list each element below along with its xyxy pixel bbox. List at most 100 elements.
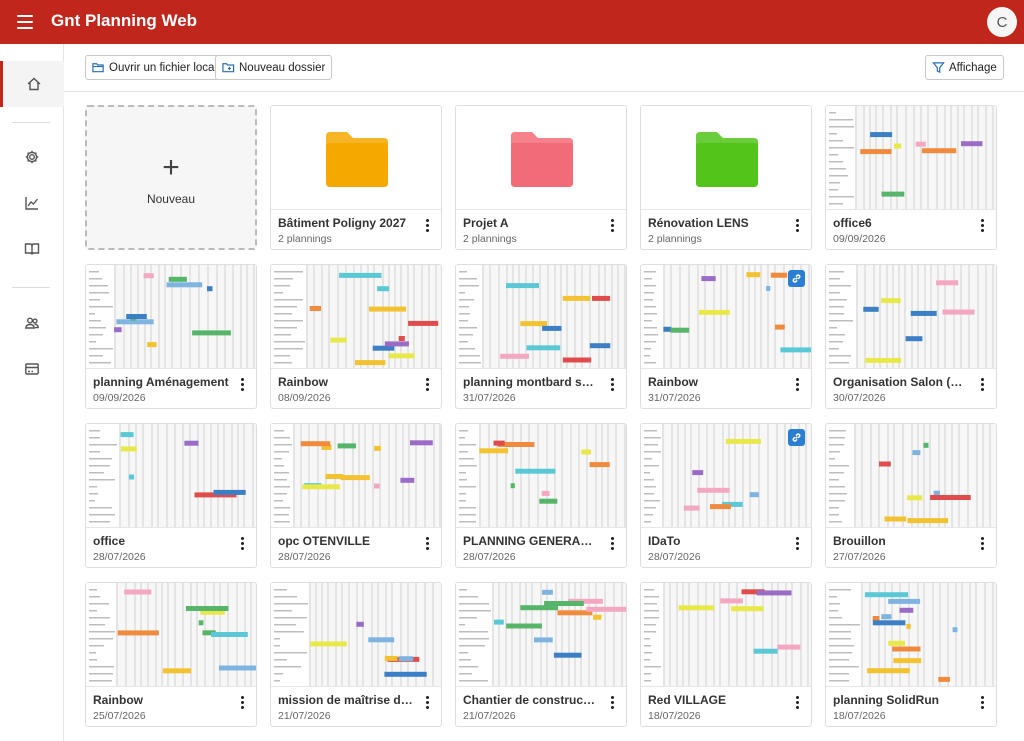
toolbar: Ouvrir un fichier local Nouveau dossier … [64, 44, 1024, 92]
planning-thumbnail [826, 583, 996, 687]
planning-card[interactable]: office6 09/09/2026 [825, 105, 997, 250]
new-planning-card[interactable]: + Nouveau [85, 105, 257, 250]
more-options-icon[interactable] [796, 537, 800, 551]
folder-name: Bâtiment Poligny 2027 [278, 216, 407, 230]
gantt-preview-image [826, 106, 996, 209]
planning-card[interactable]: mission de maîtrise d'œ... 21/07/2026 [270, 582, 442, 727]
planning-thumbnail [271, 265, 441, 369]
planning-thumbnail [456, 424, 626, 528]
folder-count: 2 plannings [278, 233, 332, 245]
more-options-icon[interactable] [796, 378, 800, 392]
planning-card[interactable]: PLANNING GENERAL-0... 28/07/2026 [455, 423, 627, 568]
sidebar-item-users[interactable] [0, 300, 64, 346]
more-options-icon[interactable] [241, 696, 245, 710]
planning-date: 30/07/2026 [833, 392, 886, 404]
new-planning-label: Nouveau [146, 192, 196, 206]
more-options-icon[interactable] [981, 696, 985, 710]
folder-thumbnail [641, 106, 811, 210]
planning-name: planning SolidRun [833, 693, 939, 707]
planning-thumbnail [456, 583, 626, 687]
planning-card[interactable]: planning montbard sans... 31/07/2026 [455, 264, 627, 409]
planning-card[interactable]: Rainbow 08/09/2026 [270, 264, 442, 409]
planning-date: 27/07/2026 [833, 551, 886, 563]
planning-card[interactable]: Brouillon 27/07/2026 [825, 423, 997, 568]
more-options-icon[interactable] [981, 537, 985, 551]
more-options-icon[interactable] [611, 378, 615, 392]
sidebar-item-stats[interactable] [0, 180, 64, 226]
folder-card[interactable]: Bâtiment Poligny 2027 2 plannings [270, 105, 442, 250]
more-options-icon[interactable] [796, 219, 800, 233]
planning-date: 28/07/2026 [278, 551, 331, 563]
more-options-icon[interactable] [611, 696, 615, 710]
planning-card[interactable]: Red VILLAGE 18/07/2026 [640, 582, 812, 727]
more-options-icon[interactable] [426, 378, 430, 392]
users-icon [25, 317, 39, 329]
more-options-icon[interactable] [611, 219, 615, 233]
planning-name: Red VILLAGE [648, 693, 727, 707]
open-local-file-button[interactable]: Ouvrir un fichier local [85, 55, 225, 80]
gantt-preview-image [86, 265, 256, 368]
folder-open-icon [92, 63, 104, 73]
planning-name: office6 [833, 216, 872, 230]
planning-thumbnail [86, 265, 256, 369]
link-icon[interactable] [788, 429, 805, 446]
folder-card[interactable]: Rénovation LENS 2 plannings [640, 105, 812, 250]
planning-name: Organisation Salon (cop... [833, 375, 969, 389]
gantt-preview-image [86, 583, 256, 686]
display-filter-button[interactable]: Affichage [925, 55, 1004, 80]
new-folder-button[interactable]: Nouveau dossier [215, 55, 333, 80]
planning-name: planning montbard sans... [463, 375, 599, 389]
planning-thumbnail [826, 424, 996, 528]
folder-name: Projet A [463, 216, 509, 230]
planning-card[interactable]: planning Aménagement 09/09/2026 [85, 264, 257, 409]
sidebar-item-docs[interactable] [0, 226, 64, 272]
folder-count: 2 plannings [648, 233, 702, 245]
planning-thumbnail [826, 106, 996, 210]
sidebar-divider [12, 287, 50, 288]
home-icon [27, 77, 40, 91]
planning-thumbnail [826, 265, 996, 369]
planning-card[interactable]: opc OTENVILLE 28/07/2026 [270, 423, 442, 568]
planning-name: office [93, 534, 126, 548]
more-options-icon[interactable] [981, 378, 985, 392]
gantt-preview-image [826, 265, 996, 368]
gantt-preview-image [456, 424, 626, 527]
more-options-icon[interactable] [426, 219, 430, 233]
planning-card[interactable]: Rainbow 31/07/2026 [640, 264, 812, 409]
sidebar [0, 44, 64, 741]
card-icon [25, 363, 39, 375]
menu-icon[interactable] [17, 15, 33, 29]
planning-date: 31/07/2026 [463, 392, 516, 404]
planning-name: Chantier de construction [463, 693, 599, 707]
folder-card[interactable]: Projet A 2 plannings [455, 105, 627, 250]
planning-card[interactable]: office 28/07/2026 [85, 423, 257, 568]
more-options-icon[interactable] [241, 537, 245, 551]
sidebar-item-home[interactable] [0, 61, 64, 107]
planning-card[interactable]: Rainbow 25/07/2026 [85, 582, 257, 727]
planning-card[interactable]: planning SolidRun 18/07/2026 [825, 582, 997, 727]
planning-card[interactable]: Organisation Salon (cop... 30/07/2026 [825, 264, 997, 409]
folder-plus-icon [222, 63, 235, 73]
more-options-icon[interactable] [241, 378, 245, 392]
more-options-icon[interactable] [796, 696, 800, 710]
gantt-preview-image [86, 424, 256, 527]
sidebar-item-billing[interactable] [0, 346, 64, 392]
planning-name: opc OTENVILLE [278, 534, 371, 548]
gantt-preview-image [826, 424, 996, 527]
planning-thumbnail [86, 583, 256, 687]
more-options-icon[interactable] [426, 537, 430, 551]
more-options-icon[interactable] [981, 219, 985, 233]
folder-count: 2 plannings [463, 233, 517, 245]
folder-thumbnail [271, 106, 441, 210]
planning-card[interactable]: IDaTo 28/07/2026 [640, 423, 812, 568]
sidebar-item-settings[interactable] [0, 134, 64, 180]
more-options-icon[interactable] [611, 537, 615, 551]
avatar[interactable]: C [987, 7, 1017, 37]
gantt-preview-image [271, 583, 441, 686]
planning-name: mission de maîtrise d'œ... [278, 693, 414, 707]
planning-card[interactable]: Chantier de construction 21/07/2026 [455, 582, 627, 727]
link-icon[interactable] [788, 270, 805, 287]
more-options-icon[interactable] [426, 696, 430, 710]
gantt-preview-image [271, 424, 441, 527]
planning-name: PLANNING GENERAL-0... [463, 534, 599, 548]
